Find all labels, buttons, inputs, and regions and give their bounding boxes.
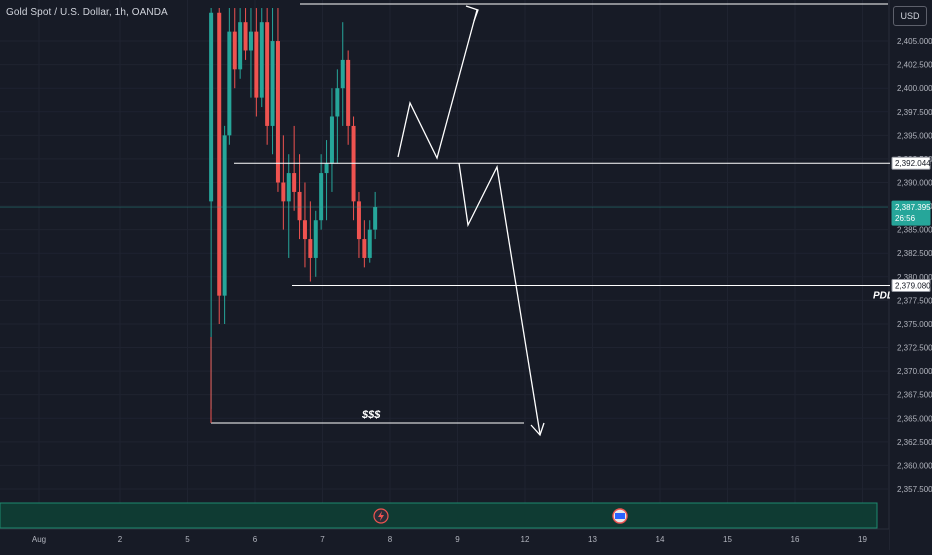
level-high-badge-bg xyxy=(891,156,931,170)
candle-body xyxy=(259,22,264,98)
candle-series xyxy=(209,8,378,409)
time-tick-label: 8 xyxy=(388,535,393,544)
level-low-badge-bg xyxy=(891,278,931,292)
level-high-badge-label: 2,392.044 xyxy=(895,159,931,168)
candle-body xyxy=(254,31,259,98)
candle-body xyxy=(346,59,351,126)
price-tick-label: 2,370.000 xyxy=(897,367,932,376)
candle-body xyxy=(217,12,222,296)
bullish-path xyxy=(397,9,478,160)
candle-body xyxy=(292,173,297,192)
time-tick-label: Aug xyxy=(32,535,46,544)
price-tick-label: 2,357.500 xyxy=(897,485,932,494)
price-axis-bg xyxy=(890,0,932,550)
current-price-badge-bg xyxy=(891,200,931,226)
time-tick-label: 6 xyxy=(253,535,258,544)
price-tick-label: 2,385.000 xyxy=(897,226,932,235)
candle-body xyxy=(265,22,270,126)
candle-body xyxy=(313,220,318,258)
candle-body xyxy=(367,229,372,258)
price-tick-label: 2,375.000 xyxy=(897,320,932,329)
candle-body xyxy=(373,207,378,230)
time-tick-label: 13 xyxy=(588,535,597,544)
price-tick-label: 2,405.000 xyxy=(897,37,932,46)
time-axis[interactable]: Aug 2 5 6 7 8 9 12 13 14 15 16 19 xyxy=(0,528,889,550)
chart-title: Gold Spot / U.S. Dollar, 1h, OANDA xyxy=(6,7,168,18)
price-tick-label: 2,362.500 xyxy=(897,438,932,447)
currency-button[interactable]: USD xyxy=(893,6,927,26)
time-tick-label: 12 xyxy=(521,535,530,544)
lightning-glyph xyxy=(378,511,384,521)
flag-glyph xyxy=(615,513,625,519)
candle-body xyxy=(222,135,227,296)
session-band xyxy=(0,502,878,529)
price-axis[interactable]: 2,405.000 2,402.500 2,400.000 2,397.500 2,39… xyxy=(890,0,932,550)
bearish-arrowhead xyxy=(530,422,545,437)
candle-body xyxy=(238,22,243,70)
bearish-path xyxy=(458,162,541,435)
candle-body xyxy=(248,31,253,51)
liquidity-label: $$$ xyxy=(361,409,381,421)
price-markers: 2,392.044 2,387.395 26:56 2,379.080 xyxy=(891,156,931,292)
candle-body xyxy=(335,88,340,117)
candle-body xyxy=(302,220,307,240)
price-tick-label: 2,395.000 xyxy=(897,131,932,140)
volume-band xyxy=(0,502,878,529)
price-tick-label: 2,372.500 xyxy=(897,344,932,353)
time-tick-label: 5 xyxy=(185,535,190,544)
candle-body xyxy=(243,22,248,51)
candle-body xyxy=(356,201,361,240)
current-price-badge-countdown: 26:56 xyxy=(895,214,916,223)
pdl-label: PDL xyxy=(873,290,893,301)
price-tick-label: 2,382.500 xyxy=(897,249,932,258)
bullish-arrowhead xyxy=(465,5,479,22)
price-tick-label: 2,402.500 xyxy=(897,61,932,70)
candle-body xyxy=(270,41,275,126)
level-low-badge-label: 2,379.080 xyxy=(895,281,931,290)
candle-body xyxy=(297,191,302,221)
candle-body xyxy=(209,12,214,202)
time-tick-label: 16 xyxy=(791,535,800,544)
time-tick-label: 7 xyxy=(320,535,325,544)
price-tick-label: 2,365.000 xyxy=(897,414,932,423)
price-tick-label: 2,397.500 xyxy=(897,108,932,117)
price-tick-label: 2,360.000 xyxy=(897,461,932,470)
candle-body xyxy=(281,182,286,202)
candle-body xyxy=(340,59,345,89)
time-tick-label: 19 xyxy=(858,535,867,544)
candle-body xyxy=(362,239,367,258)
price-tick-label: 2,400.000 xyxy=(897,84,932,93)
candle-body xyxy=(329,116,334,164)
candle-body xyxy=(308,239,313,258)
time-tick-label: 9 xyxy=(455,535,460,544)
candle-body xyxy=(232,31,237,70)
drawing-layer: $$$ PDL xyxy=(0,3,893,437)
time-tick-label: 14 xyxy=(656,535,665,544)
candle-body xyxy=(324,163,329,174)
candle-body xyxy=(286,173,291,202)
current-price-badge-label: 2,387.395 xyxy=(895,203,931,212)
candle-body xyxy=(319,173,324,221)
time-tick-label: 15 xyxy=(723,535,732,544)
candle-body xyxy=(275,41,280,183)
price-tick-label: 2,390.000 xyxy=(897,179,932,188)
time-tick-label: 2 xyxy=(118,535,123,544)
price-tick-label: 2,380.000 xyxy=(897,273,932,282)
price-tick-label: 2,377.500 xyxy=(897,296,932,305)
time-axis-bg xyxy=(0,529,889,550)
price-tick-label: 2,367.500 xyxy=(897,391,932,400)
candle-body xyxy=(227,31,232,136)
